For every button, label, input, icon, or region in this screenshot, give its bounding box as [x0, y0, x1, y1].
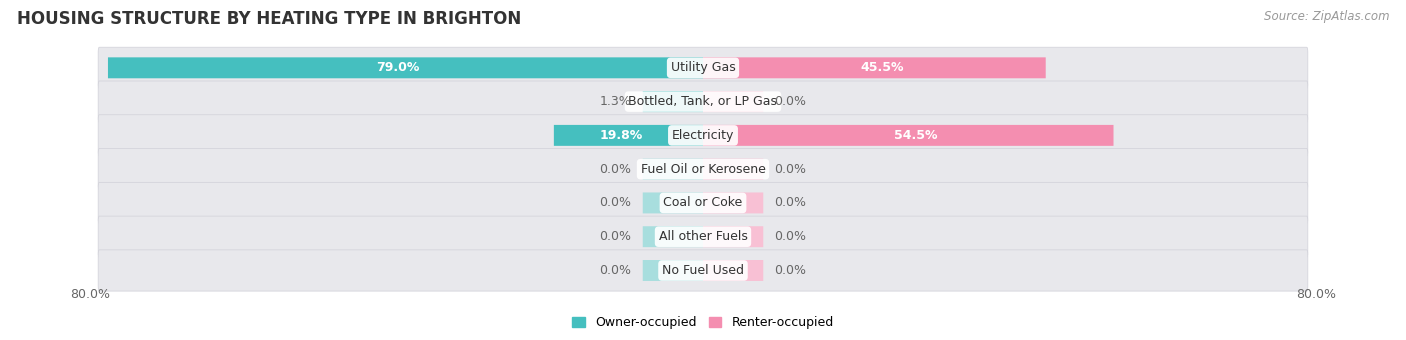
Text: Electricity: Electricity — [672, 129, 734, 142]
FancyBboxPatch shape — [554, 125, 703, 146]
FancyBboxPatch shape — [703, 91, 763, 112]
Text: 0.0%: 0.0% — [775, 197, 807, 209]
FancyBboxPatch shape — [98, 81, 1308, 122]
Text: Fuel Oil or Kerosene: Fuel Oil or Kerosene — [641, 163, 765, 176]
Text: 45.5%: 45.5% — [860, 61, 904, 74]
FancyBboxPatch shape — [98, 216, 1308, 257]
FancyBboxPatch shape — [108, 57, 703, 78]
FancyBboxPatch shape — [703, 260, 763, 281]
Text: 0.0%: 0.0% — [775, 163, 807, 176]
FancyBboxPatch shape — [643, 260, 703, 281]
Legend: Owner-occupied, Renter-occupied: Owner-occupied, Renter-occupied — [568, 311, 838, 334]
Text: 0.0%: 0.0% — [599, 230, 631, 243]
FancyBboxPatch shape — [98, 115, 1308, 156]
FancyBboxPatch shape — [703, 192, 763, 214]
FancyBboxPatch shape — [98, 149, 1308, 190]
Text: 79.0%: 79.0% — [377, 61, 419, 74]
Text: Utility Gas: Utility Gas — [671, 61, 735, 74]
FancyBboxPatch shape — [98, 250, 1308, 291]
FancyBboxPatch shape — [703, 226, 763, 247]
Text: 0.0%: 0.0% — [599, 264, 631, 277]
FancyBboxPatch shape — [643, 226, 703, 247]
Text: 0.0%: 0.0% — [775, 230, 807, 243]
FancyBboxPatch shape — [643, 91, 703, 112]
Text: 80.0%: 80.0% — [1296, 288, 1336, 301]
Text: 54.5%: 54.5% — [894, 129, 938, 142]
FancyBboxPatch shape — [98, 47, 1308, 88]
Text: HOUSING STRUCTURE BY HEATING TYPE IN BRIGHTON: HOUSING STRUCTURE BY HEATING TYPE IN BRI… — [17, 10, 522, 28]
FancyBboxPatch shape — [98, 182, 1308, 223]
Text: Coal or Coke: Coal or Coke — [664, 197, 742, 209]
Text: 0.0%: 0.0% — [599, 197, 631, 209]
FancyBboxPatch shape — [643, 192, 703, 214]
FancyBboxPatch shape — [643, 159, 703, 180]
Text: 0.0%: 0.0% — [775, 264, 807, 277]
Text: Source: ZipAtlas.com: Source: ZipAtlas.com — [1264, 10, 1389, 23]
Text: 0.0%: 0.0% — [775, 95, 807, 108]
Text: 1.3%: 1.3% — [600, 95, 631, 108]
Text: Bottled, Tank, or LP Gas: Bottled, Tank, or LP Gas — [628, 95, 778, 108]
Text: 80.0%: 80.0% — [70, 288, 110, 301]
Text: No Fuel Used: No Fuel Used — [662, 264, 744, 277]
FancyBboxPatch shape — [703, 159, 763, 180]
Text: 0.0%: 0.0% — [599, 163, 631, 176]
FancyBboxPatch shape — [703, 125, 1114, 146]
Text: 19.8%: 19.8% — [599, 129, 643, 142]
FancyBboxPatch shape — [703, 57, 1046, 78]
Text: All other Fuels: All other Fuels — [658, 230, 748, 243]
